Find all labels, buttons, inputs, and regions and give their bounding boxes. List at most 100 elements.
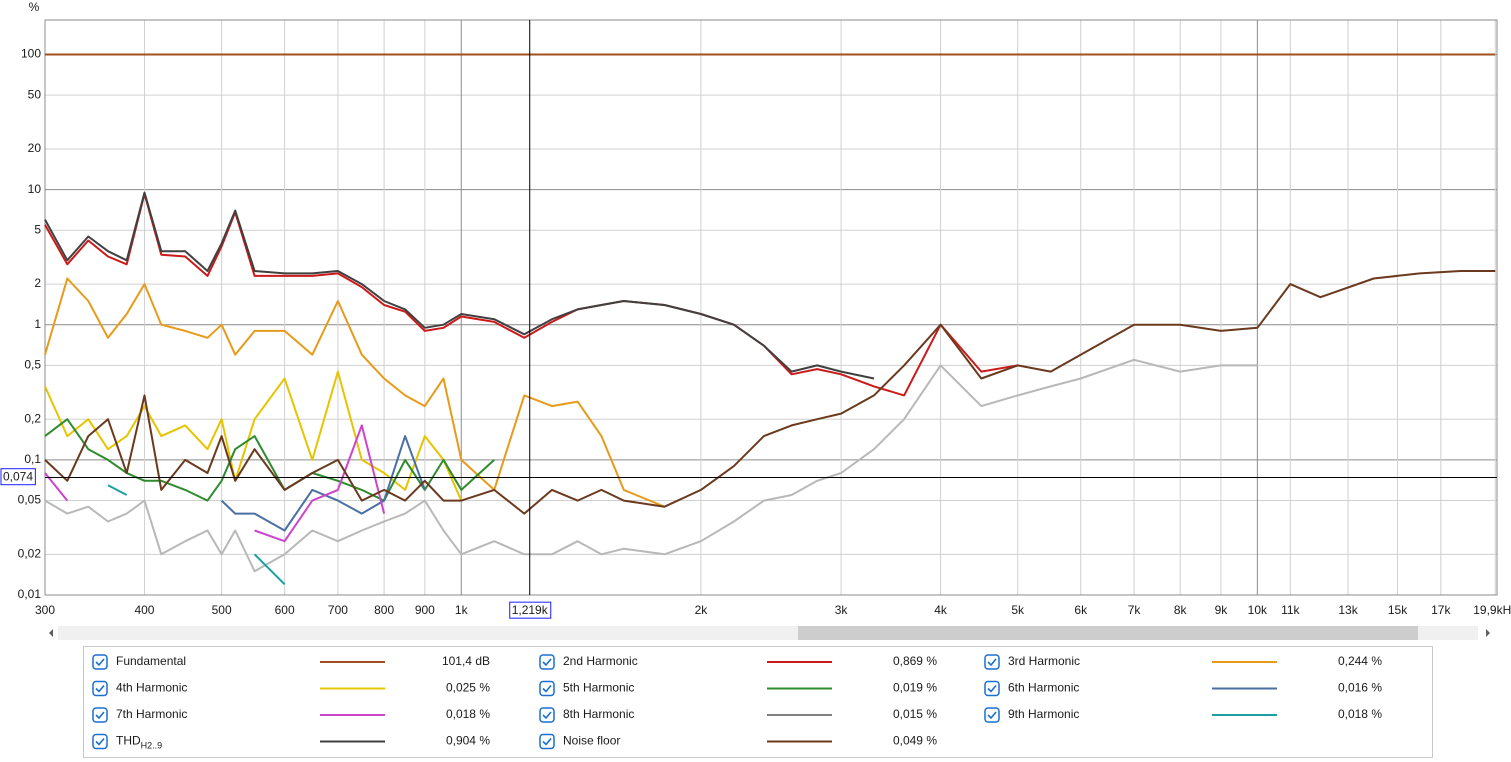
y-tick-label: 1 xyxy=(34,317,41,331)
x-tick-label: 17k xyxy=(1431,603,1451,617)
legend-item: Fundamental 101,4 dB xyxy=(92,654,490,670)
legend-readout: 0,019 % xyxy=(893,681,937,695)
x-tick-label: 3k xyxy=(835,603,849,617)
y-tick-label: 50 xyxy=(28,87,42,101)
legend-checkbox[interactable] xyxy=(92,707,108,723)
x-tick-label: 900 xyxy=(415,603,435,617)
legend-label: 3rd Harmonic xyxy=(1008,654,1080,668)
series-line xyxy=(44,277,665,508)
x-tick-label: 6k xyxy=(1074,603,1088,617)
legend-readout: 0,049 % xyxy=(893,734,937,748)
x-tick-label: 7k xyxy=(1128,603,1142,617)
series-line xyxy=(44,270,1496,515)
legend-label: 4th Harmonic xyxy=(116,681,187,695)
x-tick-label: 5k xyxy=(1011,603,1025,617)
checkmark xyxy=(542,711,552,720)
x-tick-label: 13k xyxy=(1338,603,1358,617)
legend-checkbox[interactable] xyxy=(539,707,555,723)
legend-item: 4th Harmonic 0,025 % xyxy=(92,680,490,697)
x-tick-label: 500 xyxy=(212,603,232,617)
legend-readout: 0,018 % xyxy=(446,707,490,721)
checkmark xyxy=(542,684,552,693)
y-tick-label: 0,2 xyxy=(24,411,41,425)
checkmark xyxy=(542,737,552,746)
legend-readout: 0,244 % xyxy=(1338,654,1382,668)
y-tick-label: 5 xyxy=(34,222,41,236)
x-tick-label: 300 xyxy=(35,603,55,617)
y-tick-label: 0,05 xyxy=(18,493,42,507)
x-tick-label: 4k xyxy=(934,603,948,617)
scroll-left[interactable] xyxy=(49,629,53,637)
legend-item: 9th Harmonic 0,018 % xyxy=(984,707,1382,723)
cursor-y-label-box xyxy=(0,468,36,486)
series-line xyxy=(44,191,875,380)
legend-label: 9th Harmonic xyxy=(1008,707,1079,721)
scroll-thumb[interactable] xyxy=(798,626,1418,640)
legend-checkbox[interactable] xyxy=(92,680,108,697)
checkmark xyxy=(95,737,105,746)
cursor-y-label: 0,074 xyxy=(3,470,33,484)
legend-checkbox[interactable] xyxy=(984,680,1000,697)
legend-readout: 0,025 % xyxy=(446,681,490,695)
x-tick-label: 700 xyxy=(328,603,348,617)
legend-item: 2nd Harmonic 0,869 % xyxy=(539,654,937,670)
legend-readout: 0,904 % xyxy=(446,734,490,748)
legend-item: 7th Harmonic 0,018 % xyxy=(92,707,490,723)
cursor-x-label: 1,219k xyxy=(512,603,549,617)
legend-checkbox[interactable] xyxy=(984,707,1000,723)
checkmark xyxy=(987,684,997,693)
x-tick-label: 1k xyxy=(455,603,469,617)
legend-label: 8th Harmonic xyxy=(563,707,634,721)
y-tick-label: 20 xyxy=(28,141,42,155)
series-line xyxy=(44,192,1018,397)
legend-label: 7th Harmonic xyxy=(116,707,187,721)
legend-checkbox[interactable] xyxy=(539,733,555,750)
y-tick-label: 0,01 xyxy=(18,587,42,601)
legend-label: 5th Harmonic xyxy=(563,681,634,695)
legend-panel xyxy=(83,646,1433,758)
legend-checkbox[interactable] xyxy=(92,654,108,670)
legend-readout: 0,869 % xyxy=(893,654,937,668)
legend-item: 8th Harmonic 0,015 % xyxy=(539,707,937,723)
cursor-x-label-box xyxy=(509,601,552,619)
legend-label-sub: H2..9 xyxy=(141,741,163,751)
checkmark xyxy=(95,711,105,720)
checkmark xyxy=(987,711,997,720)
plot-border xyxy=(44,19,1498,596)
y-tick-label: 0,5 xyxy=(24,358,41,372)
checkmark xyxy=(95,684,105,693)
legend-checkbox[interactable] xyxy=(539,680,555,697)
scroll-right[interactable] xyxy=(1486,629,1490,637)
series-line xyxy=(44,358,1258,573)
x-tick-label: 600 xyxy=(275,603,295,617)
x-tick-label: 10k xyxy=(1248,603,1268,617)
y-tick-label: 2 xyxy=(34,276,41,290)
legend-readout: 0,016 % xyxy=(1338,681,1382,695)
legend-label: 6th Harmonic xyxy=(1008,681,1079,695)
x-tick-label: 11k xyxy=(1281,603,1300,617)
legend-item: Noise floor 0,049 % xyxy=(539,733,937,750)
legend-item: 6th Harmonic 0,016 % xyxy=(984,680,1382,697)
y-tick-label: 100 xyxy=(21,47,41,61)
legend-checkbox[interactable] xyxy=(92,733,108,750)
y-tick-label: 10 xyxy=(28,182,42,196)
checkmark xyxy=(542,658,552,667)
y-axis-label: % xyxy=(29,0,40,14)
legend-checkbox[interactable] xyxy=(539,654,555,670)
scrollbar[interactable] xyxy=(49,626,1490,640)
x-tick-label: 9k xyxy=(1215,603,1229,617)
x-tick-label: 400 xyxy=(134,603,154,617)
legend-checkbox[interactable] xyxy=(984,654,1000,670)
legend-readout: 101,4 dB xyxy=(442,654,490,668)
x-tick-label: 800 xyxy=(374,603,394,617)
x-tick-label: 2k xyxy=(695,603,709,617)
x-tick-label: 19,9kHz xyxy=(1473,603,1511,617)
checkmark xyxy=(987,658,997,667)
legend-label: 2nd Harmonic xyxy=(563,654,638,668)
checkmark xyxy=(95,658,105,667)
y-tick-label: 0,1 xyxy=(24,452,41,466)
legend-readout: 0,018 % xyxy=(1338,707,1382,721)
y-tick-label: 0,02 xyxy=(18,546,42,560)
legend-item: 5th Harmonic 0,019 % xyxy=(539,680,937,697)
